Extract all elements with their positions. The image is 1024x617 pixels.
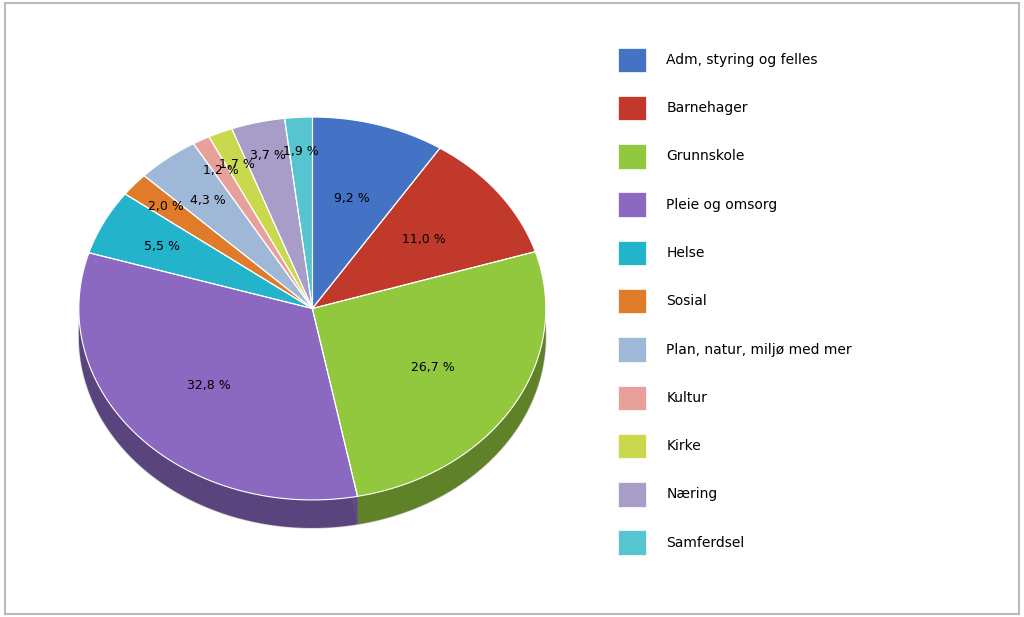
Polygon shape — [285, 117, 312, 308]
Text: Grunnskole: Grunnskole — [667, 149, 744, 164]
Text: 2,0 %: 2,0 % — [148, 201, 184, 213]
Text: 11,0 %: 11,0 % — [402, 233, 446, 246]
Bar — [618, 289, 645, 313]
Bar — [618, 48, 645, 72]
Text: 5,5 %: 5,5 % — [144, 240, 180, 253]
Text: 32,8 %: 32,8 % — [186, 379, 230, 392]
Polygon shape — [312, 117, 440, 308]
Polygon shape — [209, 129, 312, 308]
Text: Samferdsel: Samferdsel — [667, 536, 744, 550]
Bar — [618, 96, 645, 120]
Polygon shape — [79, 145, 546, 528]
Text: 4,3 %: 4,3 % — [190, 194, 226, 207]
Text: 1,9 %: 1,9 % — [283, 145, 318, 159]
Text: 1,2 %: 1,2 % — [204, 164, 239, 177]
Text: Helse: Helse — [667, 246, 705, 260]
Text: Barnehager: Barnehager — [667, 101, 748, 115]
Polygon shape — [79, 312, 357, 528]
Polygon shape — [312, 148, 536, 308]
Bar — [618, 144, 645, 168]
Text: 3,7 %: 3,7 % — [250, 149, 286, 162]
Text: 9,2 %: 9,2 % — [335, 192, 370, 205]
Polygon shape — [231, 118, 312, 308]
Bar — [618, 241, 645, 265]
Text: Plan, natur, miljø med mer: Plan, natur, miljø med mer — [667, 342, 852, 357]
Polygon shape — [357, 309, 546, 524]
Polygon shape — [125, 176, 312, 308]
Text: Kirke: Kirke — [667, 439, 701, 453]
Polygon shape — [312, 252, 546, 496]
Text: Næring: Næring — [667, 487, 718, 502]
Text: Kultur: Kultur — [667, 391, 708, 405]
Polygon shape — [194, 137, 312, 308]
Bar — [618, 386, 645, 410]
Polygon shape — [312, 308, 357, 524]
Bar — [618, 531, 645, 555]
Text: Sosial: Sosial — [667, 294, 707, 308]
Bar — [618, 482, 645, 507]
Polygon shape — [144, 144, 312, 308]
Bar — [618, 434, 645, 458]
Bar — [618, 337, 645, 362]
Polygon shape — [89, 194, 312, 308]
Bar — [618, 193, 645, 217]
Polygon shape — [312, 308, 357, 524]
Text: Adm, styring og felles: Adm, styring og felles — [667, 53, 818, 67]
Text: Pleie og omsorg: Pleie og omsorg — [667, 197, 777, 212]
Text: 1,7 %: 1,7 % — [219, 158, 255, 171]
Text: 26,7 %: 26,7 % — [411, 361, 455, 374]
Polygon shape — [79, 253, 357, 500]
